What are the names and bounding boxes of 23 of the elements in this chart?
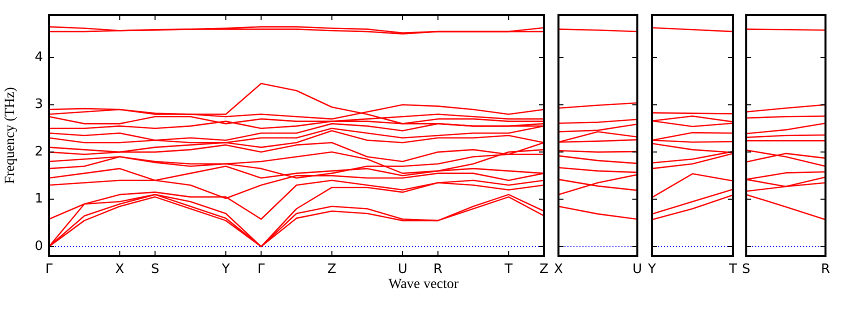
y-tick-label: 1 [34, 192, 43, 207]
x-tick-label: R [820, 262, 830, 278]
x-tick-label: Y [220, 262, 230, 278]
x-tick-label: X [115, 262, 124, 278]
x-tick-label: T [504, 262, 513, 278]
x-tick-label: U [632, 262, 642, 278]
x-tick-label: Γ [45, 262, 54, 278]
x-axis-title: Wave vector [388, 277, 460, 293]
x-tick-label: Y [647, 262, 656, 278]
x-tick-label: S [150, 262, 160, 278]
y-tick-label: 0 [34, 238, 43, 254]
y-tick-label: 4 [34, 50, 43, 65]
y-axis-title: Frequency (THz) [3, 86, 18, 184]
x-tick-label: Z [540, 262, 549, 278]
x-tick-label: Z [327, 262, 336, 278]
y-tick-label: 2 [34, 144, 43, 160]
x-tick-label: U [398, 262, 408, 278]
y-tick-label: 3 [34, 97, 43, 112]
x-tick-label: Γ [258, 262, 266, 278]
x-tick-label: R [433, 262, 442, 278]
x-tick-label: S [742, 262, 750, 278]
x-tick-label: X [554, 262, 563, 278]
x-tick-label: T [728, 262, 738, 278]
